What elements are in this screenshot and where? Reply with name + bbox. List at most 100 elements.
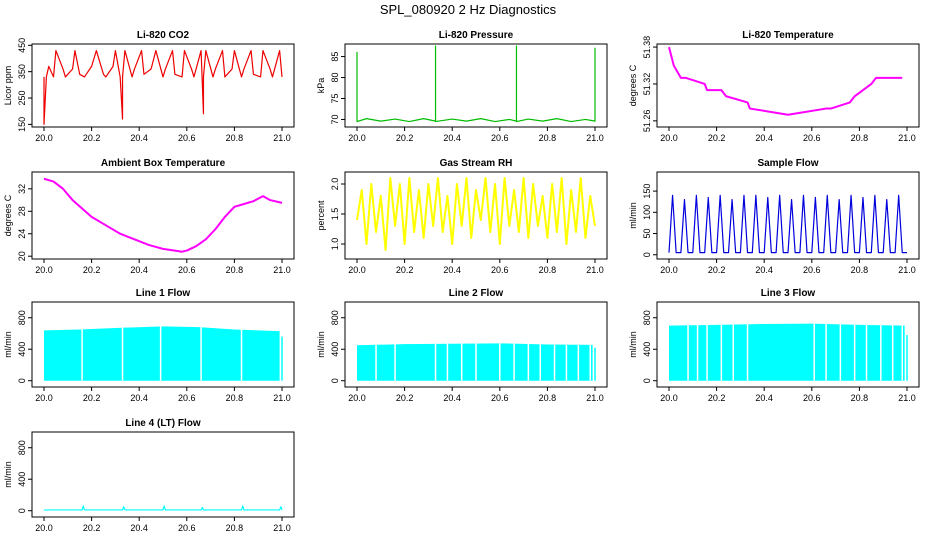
series-line xyxy=(668,46,903,116)
panel-title: Li-820 CO2 xyxy=(137,30,190,41)
y-tick-label: 800 xyxy=(17,310,27,325)
y-axis-label: degrees C xyxy=(628,64,638,106)
x-tick-label: 20.0 xyxy=(348,393,366,403)
x-tick-label: 20.6 xyxy=(178,265,196,275)
x-tick-label: 20.2 xyxy=(83,523,101,533)
x-tick-label: 20.2 xyxy=(83,265,101,275)
x-tick-label: 21.0 xyxy=(273,133,291,143)
series-line xyxy=(668,194,907,254)
x-tick-label: 20.6 xyxy=(803,265,821,275)
panel-6: Sample Flow 20.0 20.2 20.4 20.6 20.8 21.0 0 50 10… xyxy=(628,158,920,275)
y-tick-label: 50 xyxy=(642,229,652,239)
x-tick-label: 20.0 xyxy=(348,265,366,275)
panel-3: Li-820 Temperature 20.0 20.2 20.4 20.6 20.8 21… xyxy=(628,30,920,143)
y-tick-label: 80 xyxy=(330,73,340,83)
plot-frame xyxy=(344,43,608,128)
x-tick-label: 20.6 xyxy=(803,133,821,143)
x-tick-label: 20.0 xyxy=(660,393,678,403)
y-tick-label: 1.0 xyxy=(330,238,340,251)
plot-frame xyxy=(31,431,295,518)
y-tick-label: 24 xyxy=(17,229,27,239)
x-tick-label: 20.4 xyxy=(130,133,148,143)
x-tick-label: 20.8 xyxy=(851,265,869,275)
x-tick-label: 20.2 xyxy=(708,393,726,403)
x-tick-label: 21.0 xyxy=(898,133,916,143)
y-tick-label: 85 xyxy=(330,52,340,62)
panel-title: Sample Flow xyxy=(757,158,818,169)
x-tick-label: 21.0 xyxy=(586,265,604,275)
y-tick-label: 0 xyxy=(642,252,652,257)
x-tick-label: 20.0 xyxy=(35,393,53,403)
y-tick-label: 75 xyxy=(330,93,340,103)
y-tick-label: 51.32 xyxy=(642,73,652,96)
x-tick-label: 20.6 xyxy=(178,133,196,143)
x-tick-label: 20.6 xyxy=(803,393,821,403)
x-tick-label: 21.0 xyxy=(898,393,916,403)
series-line xyxy=(356,45,596,123)
y-axis-label: kPa xyxy=(316,78,326,94)
y-tick-label: 0 xyxy=(17,508,27,513)
y-tick-label: 350 xyxy=(17,64,27,79)
plot-frame xyxy=(344,171,608,260)
y-tick-label: 400 xyxy=(642,342,652,357)
x-tick-label: 20.2 xyxy=(708,265,726,275)
y-tick-label: 70 xyxy=(330,114,340,124)
x-tick-label: 20.4 xyxy=(755,393,773,403)
y-tick-label: 20 xyxy=(17,251,27,261)
x-tick-label: 21.0 xyxy=(273,393,291,403)
y-axis-label: ml/min xyxy=(628,331,638,358)
y-axis-label: ml/min xyxy=(3,331,13,358)
y-tick-label: 0 xyxy=(17,378,27,383)
x-tick-label: 20.0 xyxy=(35,265,53,275)
x-tick-label: 20.4 xyxy=(130,265,148,275)
x-tick-label: 20.8 xyxy=(539,265,557,275)
plot-frame xyxy=(31,171,295,260)
panel-title: Ambient Box Temperature xyxy=(101,158,226,169)
x-tick-label: 20.0 xyxy=(348,133,366,143)
y-tick-label: 32 xyxy=(17,184,27,194)
series-area xyxy=(44,326,280,381)
x-tick-label: 20.8 xyxy=(851,393,869,403)
x-tick-label: 20.8 xyxy=(226,393,244,403)
x-tick-label: 20.6 xyxy=(178,523,196,533)
x-tick-label: 21.0 xyxy=(898,265,916,275)
plot-frame xyxy=(344,301,608,388)
y-tick-label: 800 xyxy=(642,310,652,325)
series-line xyxy=(43,177,283,253)
x-tick-label: 21.0 xyxy=(586,133,604,143)
y-tick-label: 0 xyxy=(330,378,340,383)
x-tick-label: 20.4 xyxy=(755,133,773,143)
plot-frame xyxy=(31,301,295,388)
x-tick-label: 20.8 xyxy=(226,133,244,143)
y-tick-label: 400 xyxy=(17,342,27,357)
x-tick-label: 20.0 xyxy=(660,133,678,143)
y-tick-label: 800 xyxy=(330,310,340,325)
series-line xyxy=(44,505,283,511)
x-tick-label: 20.8 xyxy=(851,133,869,143)
panel-9: Line 3 Flow 20.0 20.2 20.4 20.6 20.8 21.0 0 400 8… xyxy=(628,288,920,403)
x-tick-label: 21.0 xyxy=(273,523,291,533)
x-tick-label: 20.8 xyxy=(226,523,244,533)
x-tick-label: 20.4 xyxy=(443,393,461,403)
plot-frame xyxy=(31,43,295,128)
series-line xyxy=(356,177,596,251)
y-axis-label: ml/min xyxy=(3,461,13,488)
panel-title: Gas Stream RH xyxy=(440,158,513,169)
panel-7: Line 1 Flow 20.0 20.2 20.4 20.6 20.8 21.0 0 400 8… xyxy=(3,288,295,403)
y-tick-label: 250 xyxy=(17,91,27,106)
panel-title: Li-820 Temperature xyxy=(742,30,834,41)
panel-4: Ambient Box Temperature 20.0 20.2 20.4 20.6 2… xyxy=(3,158,295,275)
panel-title: Li-820 Pressure xyxy=(439,30,514,41)
panel-8: Line 2 Flow 20.0 20.2 20.4 20.6 20.8 21.0 0 400 8… xyxy=(316,288,608,403)
x-tick-label: 20.2 xyxy=(83,133,101,143)
series-line xyxy=(43,49,283,125)
x-tick-label: 20.4 xyxy=(755,265,773,275)
panel-title: Line 2 Flow xyxy=(449,288,504,299)
x-tick-label: 20.6 xyxy=(491,133,509,143)
y-tick-label: 400 xyxy=(17,472,27,487)
x-tick-label: 20.8 xyxy=(539,133,557,143)
figure-title: SPL_080920 2 Hz Diagnostics xyxy=(380,2,557,17)
x-tick-label: 20.2 xyxy=(396,133,414,143)
y-tick-label: 400 xyxy=(330,342,340,357)
x-tick-label: 20.2 xyxy=(708,133,726,143)
